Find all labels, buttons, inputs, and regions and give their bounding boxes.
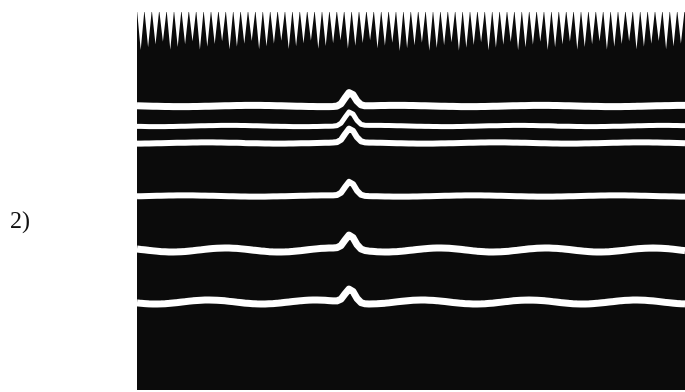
top-margin [137, 0, 685, 12]
figure: 2) [0, 0, 685, 392]
page: 2) (() => { const data = JSON.parse(docu… [0, 0, 685, 392]
oscillogram [137, 10, 685, 390]
figure-label: 2) [10, 208, 30, 234]
